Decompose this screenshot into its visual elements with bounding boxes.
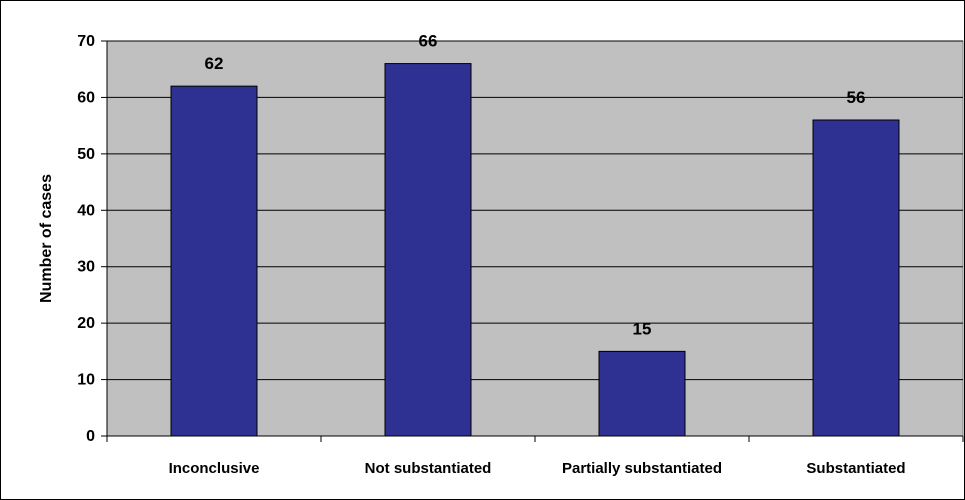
x-category-label: Not substantiated bbox=[365, 460, 492, 477]
y-tick-label: 30 bbox=[77, 259, 95, 276]
y-axis-title: Number of cases bbox=[38, 174, 55, 303]
bar bbox=[598, 350, 686, 437]
y-tick-label: 40 bbox=[77, 202, 95, 219]
bar bbox=[812, 119, 900, 437]
data-label: 66 bbox=[419, 32, 438, 51]
y-tick-label: 60 bbox=[77, 89, 95, 106]
axes bbox=[101, 40, 964, 442]
bar bbox=[170, 85, 258, 437]
y-tick-label: 50 bbox=[77, 146, 95, 163]
bars bbox=[170, 63, 900, 437]
data-label: 15 bbox=[633, 319, 652, 338]
x-category-labels: Inconclusive Not substantiated Partially s… bbox=[169, 460, 906, 477]
y-tick-label: 70 bbox=[77, 33, 95, 50]
x-category-label: Inconclusive bbox=[169, 460, 260, 477]
data-label: 56 bbox=[847, 88, 866, 107]
y-tick-label: 20 bbox=[77, 315, 95, 332]
x-category-label: Partially substantiated bbox=[562, 460, 722, 477]
x-category-label: Substantiated bbox=[806, 460, 905, 477]
y-tick-label: 0 bbox=[86, 428, 95, 445]
bar bbox=[384, 63, 472, 437]
data-label: 62 bbox=[205, 54, 224, 73]
y-tick-labels: 0 10 20 30 40 50 60 70 bbox=[77, 33, 95, 445]
data-labels: 62 66 15 56 bbox=[205, 32, 866, 339]
y-tick-label: 10 bbox=[77, 372, 95, 389]
